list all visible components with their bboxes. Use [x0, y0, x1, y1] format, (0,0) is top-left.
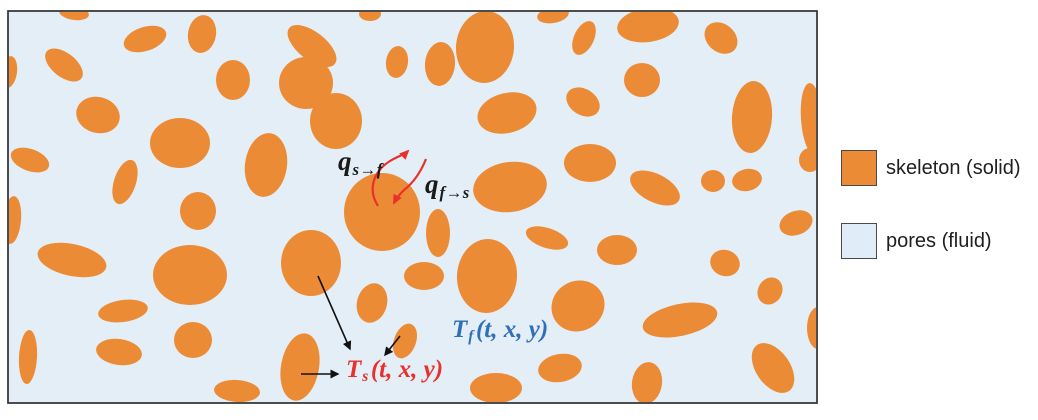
- solid-grain: [710, 249, 740, 277]
- label-heat-flux-solid-to-fluid: qs→f: [338, 148, 383, 178]
- solid-grain: [473, 161, 547, 213]
- solid-grain: [566, 87, 600, 117]
- solid-grain: [617, 12, 679, 43]
- temp-subscript: f: [468, 328, 474, 346]
- solid-grain: [426, 209, 450, 257]
- solid-grain: [385, 46, 409, 78]
- solid-grain: [187, 15, 217, 53]
- solid-grain: [359, 12, 381, 21]
- solid-grain: [180, 192, 216, 230]
- solid-grain: [153, 245, 227, 305]
- solid-grain: [642, 302, 718, 338]
- solid-grain: [564, 144, 616, 182]
- flux-arrow-solid-to-fluid: [371, 149, 410, 207]
- label-solid-temperature: Ts(t, x, y): [346, 357, 443, 385]
- solid-grain: [96, 338, 142, 366]
- temp-arguments: (t, x, y): [475, 316, 549, 343]
- temp-symbol: T: [452, 316, 468, 343]
- solid-grain: [98, 299, 148, 323]
- solid-grain: [18, 330, 38, 384]
- solid-grain: [280, 333, 320, 401]
- solid-temp-pointer-arrows: [301, 275, 401, 379]
- solid-grain: [456, 239, 518, 313]
- solid-grain: [701, 170, 725, 192]
- solid-grain: [279, 57, 333, 109]
- solid-grain: [150, 118, 210, 168]
- solid-grain: [631, 362, 663, 402]
- solid-grain: [76, 96, 120, 134]
- solid-grain: [37, 242, 107, 278]
- solid-grain: [45, 48, 83, 82]
- heat-flux-arrows: [371, 149, 428, 207]
- solid-grain: [59, 12, 89, 21]
- solid-grain: [537, 12, 569, 24]
- solid-grain: [800, 83, 816, 155]
- solid-grain: [807, 307, 816, 349]
- temp-arguments: (t, x, y): [370, 356, 444, 383]
- solid-grain: [732, 168, 762, 192]
- solid-grain: [757, 277, 783, 305]
- temp-subscript: s: [362, 368, 369, 386]
- solid-grain: [597, 235, 637, 265]
- legend-swatch-fluid: [841, 223, 877, 259]
- solid-grains: [9, 12, 816, 402]
- flux-subscript: s→f: [352, 159, 383, 179]
- solid-grain: [470, 373, 522, 402]
- label-fluid-temperature: Tf(t, x, y): [452, 317, 548, 345]
- solid-grain: [310, 93, 362, 149]
- solid-grain: [287, 25, 337, 67]
- solid-grain: [525, 226, 569, 250]
- solid-grain: [244, 133, 288, 197]
- solid-grain: [174, 322, 212, 358]
- solid-grain: [704, 22, 738, 54]
- solid-grain: [216, 60, 250, 100]
- legend-label-skeleton: skeleton (solid): [886, 156, 1021, 179]
- legend-item-pores: pores (fluid): [841, 223, 992, 259]
- solid-grain: [10, 147, 50, 173]
- flux-symbol: q: [425, 169, 439, 199]
- solid-grain: [123, 25, 167, 53]
- solid-grain: [779, 210, 813, 236]
- solid-grain: [751, 343, 795, 393]
- solid-grain: [624, 63, 660, 97]
- solid-grain: [9, 196, 22, 244]
- solid-grain: [799, 148, 816, 172]
- solid-grain: [404, 262, 444, 290]
- solid-grain: [731, 81, 773, 153]
- solid-grain: [9, 56, 18, 88]
- solid-grain: [551, 280, 605, 332]
- solid-grain: [538, 353, 582, 383]
- legend-label-pores: pores (fluid): [886, 229, 992, 252]
- temp-pointer-short: [384, 335, 401, 357]
- flux-arrow-fluid-to-solid: [393, 158, 428, 205]
- solid-grain: [356, 283, 388, 323]
- solid-grain: [630, 170, 680, 206]
- legend-item-skeleton: skeleton (solid): [841, 150, 1021, 186]
- solid-grain: [455, 12, 515, 83]
- label-heat-flux-fluid-to-solid: qf→s: [425, 171, 470, 201]
- legend-swatch-solid: [841, 150, 877, 186]
- solid-grain: [281, 230, 341, 296]
- solid-grain: [392, 323, 418, 359]
- solid-grain: [477, 92, 537, 134]
- flux-subscript: f→s: [439, 182, 470, 202]
- solid-grain: [424, 42, 456, 86]
- flux-symbol: q: [338, 146, 352, 176]
- temp-pointer-long: [317, 275, 352, 351]
- solid-grain: [112, 159, 138, 205]
- solid-grain: [572, 21, 596, 55]
- solid-grain: [214, 379, 260, 402]
- temp-symbol: T: [346, 356, 362, 383]
